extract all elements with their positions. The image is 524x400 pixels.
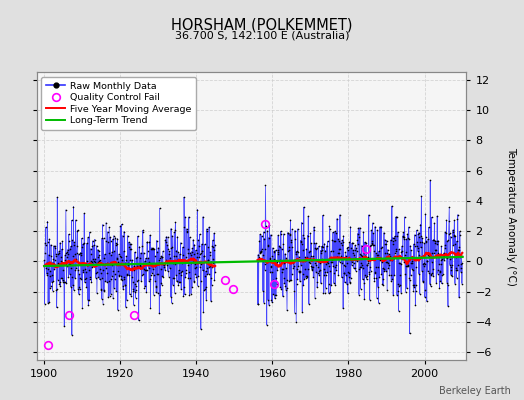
Legend: Raw Monthly Data, Quality Control Fail, Five Year Moving Average, Long-Term Tren: Raw Monthly Data, Quality Control Fail, …	[41, 77, 196, 130]
Text: HORSHAM (POLKEMMET): HORSHAM (POLKEMMET)	[171, 18, 353, 33]
Text: 36.700 S, 142.100 E (Australia): 36.700 S, 142.100 E (Australia)	[174, 30, 350, 40]
Y-axis label: Temperature Anomaly (°C): Temperature Anomaly (°C)	[506, 146, 516, 286]
Text: Berkeley Earth: Berkeley Earth	[439, 386, 511, 396]
